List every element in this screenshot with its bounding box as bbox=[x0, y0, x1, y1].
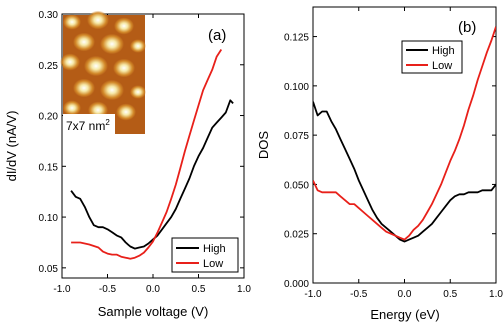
inset-atom-blob bbox=[130, 39, 146, 53]
inset-label: 7x7 nm2 bbox=[66, 118, 110, 133]
inset-atom-blob bbox=[87, 10, 109, 30]
panel-a-ytick-label: 0.10 bbox=[39, 213, 59, 224]
panel-b-ytick-label: 0.075 bbox=[284, 131, 309, 142]
panel-a-xtick-label: 0.0 bbox=[146, 284, 160, 295]
panel-b-xtick-label: 1.0 bbox=[489, 289, 503, 300]
panel-b-xtick-label: 0.5 bbox=[443, 289, 457, 300]
panel-a-label: (a) bbox=[208, 27, 226, 44]
panel-b-legend: High Low bbox=[401, 40, 463, 74]
legend-a-high-label: High bbox=[203, 243, 226, 255]
panel-a-series-low bbox=[71, 49, 223, 260]
panel-b-ytick-label: 0.000 bbox=[284, 279, 309, 290]
inset-atom-blob bbox=[116, 103, 136, 121]
panel-b-ytick-label: 0.125 bbox=[284, 33, 309, 44]
inset-atom-blob bbox=[73, 78, 95, 98]
panel-b-xtick-label: 0.0 bbox=[398, 289, 412, 300]
inset-label-box bbox=[63, 114, 115, 134]
panel-a-xlabel: Sample voltage (V) bbox=[98, 304, 209, 319]
inset-atom-blob bbox=[63, 100, 81, 116]
panel-b-ylabel: DOS bbox=[256, 131, 271, 160]
panel-b-xtick-label: -0.5 bbox=[350, 289, 368, 300]
panel-a-ytick-label: 0.20 bbox=[39, 112, 59, 123]
inset-atom-blob bbox=[113, 58, 135, 78]
panel-b-ytick-label: 0.050 bbox=[284, 180, 309, 191]
panel-a-xtick-label: -0.5 bbox=[99, 284, 117, 295]
panel-a-xtick-label: 0.5 bbox=[192, 284, 206, 295]
panel-b-ytick-label: 0.025 bbox=[284, 230, 309, 241]
panel-a-legend: High Low bbox=[171, 237, 239, 273]
panel-a-ytick-label: 0.15 bbox=[39, 162, 59, 173]
inset-atom-blob bbox=[100, 79, 124, 101]
panel-b-ytick-label: 0.100 bbox=[284, 82, 309, 93]
legend-b-high-label: High bbox=[432, 45, 455, 57]
panel-b-series-high bbox=[313, 101, 496, 243]
inset-atom-blob bbox=[114, 17, 134, 35]
inset-atom-blob bbox=[130, 85, 146, 99]
legend-b-low-label: Low bbox=[432, 60, 452, 72]
inset-stm-image: 7x7 nm2 bbox=[60, 10, 146, 134]
panel-b: -1.0 -0.5 0.0 0.5 1.0 0.000 0.025 0.050 0.075 0.1… bbox=[256, 6, 503, 322]
panel-a-ytick-label: 0.30 bbox=[39, 10, 59, 21]
inset-atom-blob bbox=[100, 33, 124, 55]
inset-atom-blob bbox=[60, 53, 80, 71]
panel-b-xlabel: Energy (eV) bbox=[370, 307, 439, 322]
panel-a-ylabel: dI/dV (nA/V) bbox=[4, 111, 19, 182]
panel-a: -1.0 -0.5 0.0 0.5 1.0 0.05 0.10 0.15 0.20 0.25 0.3… bbox=[4, 10, 251, 319]
panel-b-xtick-label: -1.0 bbox=[304, 289, 322, 300]
inset-atom-blob bbox=[84, 55, 108, 77]
panel-a-series-high bbox=[70, 99, 234, 250]
legend-a-low-label: Low bbox=[203, 258, 223, 270]
inset-atom-blob bbox=[73, 32, 95, 52]
panel-a-xtick-label: -1.0 bbox=[53, 284, 71, 295]
inset-atom-blob bbox=[63, 14, 81, 30]
panel-b-label: (b) bbox=[458, 19, 476, 36]
panel-a-xtick-label: 1.0 bbox=[237, 284, 251, 295]
panel-b-series-low bbox=[313, 26, 496, 241]
panel-a-ytick-label: 0.05 bbox=[39, 264, 59, 275]
panel-a-ytick-label: 0.25 bbox=[39, 61, 59, 72]
